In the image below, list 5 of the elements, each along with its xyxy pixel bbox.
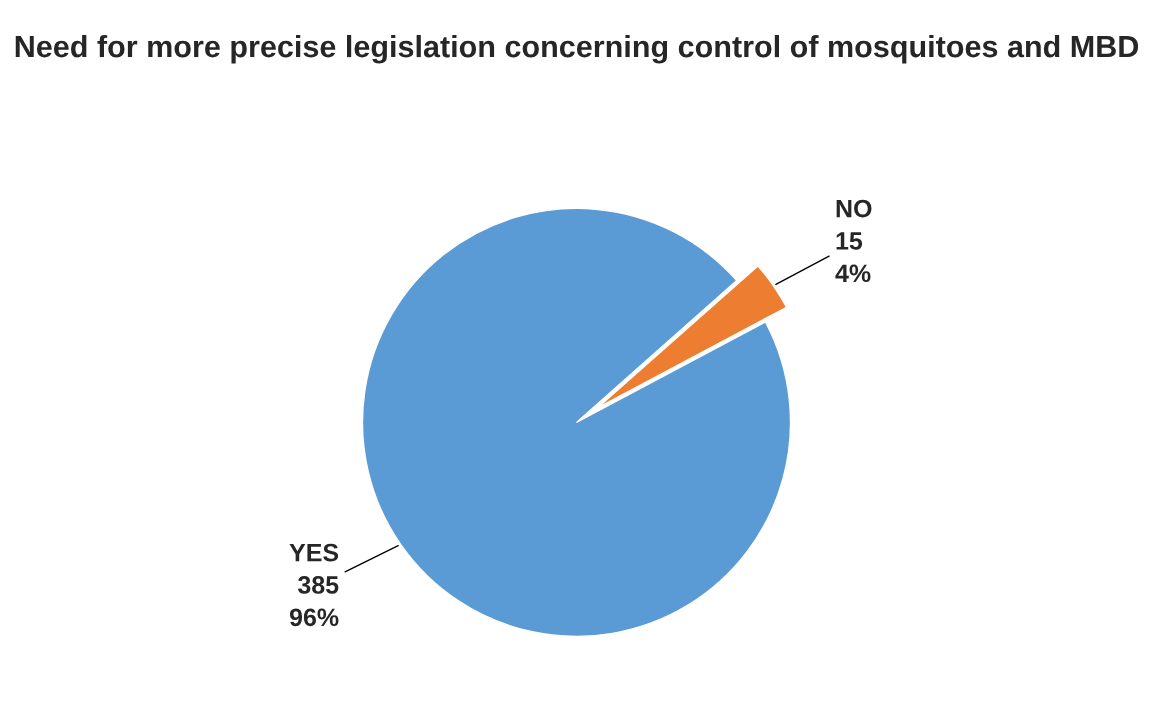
- data-label: 15 4%: [835, 232, 871, 283]
- data-label: 385 96%: [289, 576, 339, 627]
- slice-label: YES: [289, 543, 339, 562]
- chart-title: Need for more precise legislation concerning control of mosquitoes and MBD: [15, 34, 1139, 64]
- slice-label: NO: [836, 199, 872, 218]
